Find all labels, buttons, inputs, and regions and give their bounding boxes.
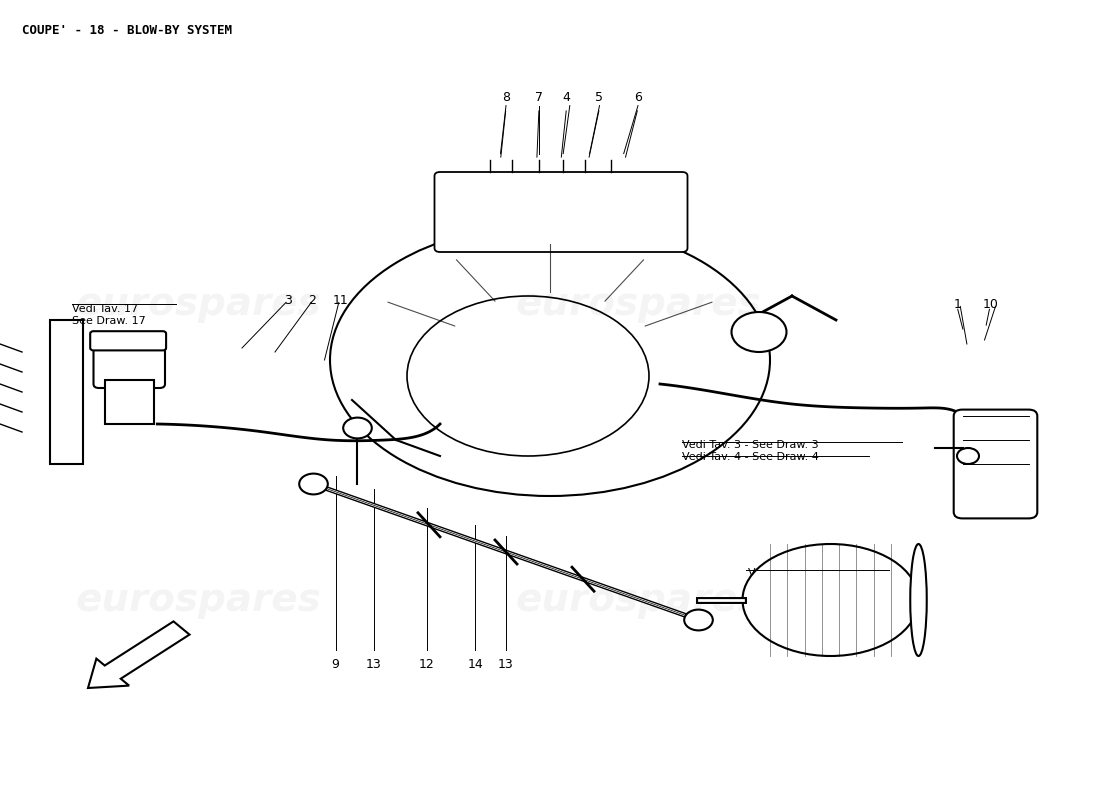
Text: 7: 7 xyxy=(535,91,543,104)
Text: 8: 8 xyxy=(502,91,510,104)
Text: Vedi Tav. 3 - See Draw. 3
Vedi Tav. 4 - See Draw. 4: Vedi Tav. 3 - See Draw. 3 Vedi Tav. 4 - … xyxy=(682,440,818,462)
Text: 11: 11 xyxy=(332,294,348,306)
Text: eurospares: eurospares xyxy=(75,285,321,323)
Text: Vedi Tav. 17
See Draw. 17: Vedi Tav. 17 See Draw. 17 xyxy=(72,304,145,326)
Ellipse shape xyxy=(911,544,926,656)
Text: 13: 13 xyxy=(366,658,382,670)
Text: 2: 2 xyxy=(308,294,316,306)
Text: 4: 4 xyxy=(562,91,571,104)
Text: 3: 3 xyxy=(284,294,292,306)
FancyBboxPatch shape xyxy=(434,172,688,252)
Text: eurospares: eurospares xyxy=(515,285,761,323)
FancyBboxPatch shape xyxy=(954,410,1037,518)
FancyBboxPatch shape xyxy=(104,380,154,424)
Text: eurospares: eurospares xyxy=(75,581,321,619)
Text: 13: 13 xyxy=(498,658,514,670)
Text: 1: 1 xyxy=(954,298,961,310)
Text: 9: 9 xyxy=(331,658,340,670)
Circle shape xyxy=(343,418,372,438)
Circle shape xyxy=(957,448,979,464)
Text: Vedi Tav. 13
See Draw. 13: Vedi Tav. 13 See Draw. 13 xyxy=(748,568,822,590)
Text: eurospares: eurospares xyxy=(515,581,761,619)
FancyBboxPatch shape xyxy=(90,331,166,350)
Circle shape xyxy=(732,312,786,352)
Text: 10: 10 xyxy=(982,298,998,310)
FancyArrow shape xyxy=(88,622,189,688)
Ellipse shape xyxy=(742,544,918,656)
Text: COUPE' - 18 - BLOW-BY SYSTEM: COUPE' - 18 - BLOW-BY SYSTEM xyxy=(22,24,232,37)
Text: 14: 14 xyxy=(468,658,483,670)
Text: 5: 5 xyxy=(595,91,604,104)
Circle shape xyxy=(299,474,328,494)
Text: 12: 12 xyxy=(419,658,435,670)
Circle shape xyxy=(684,610,713,630)
Polygon shape xyxy=(50,320,82,464)
Text: 6: 6 xyxy=(634,91,642,104)
FancyBboxPatch shape xyxy=(94,336,165,388)
